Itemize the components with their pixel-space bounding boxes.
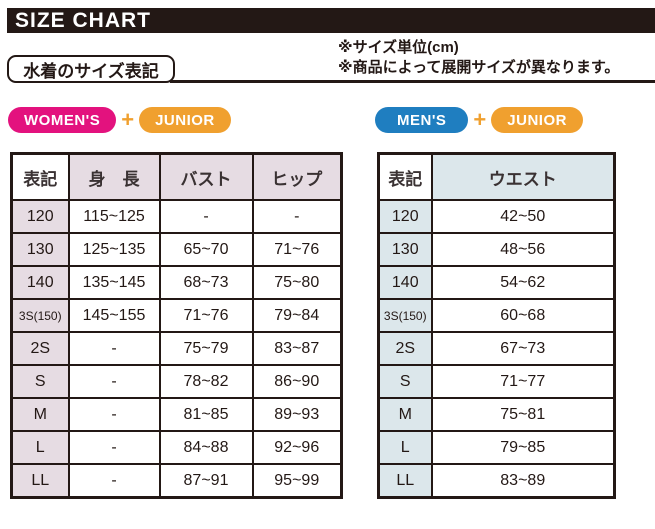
size-label-cell: 130	[10, 232, 70, 267]
measurement-cell: -	[251, 199, 343, 234]
section-divider	[170, 80, 655, 83]
column-header: バスト	[158, 152, 254, 201]
measurement-cell: 86~90	[251, 364, 343, 399]
table-row: S 71~77	[377, 364, 616, 399]
plus-sign: +	[121, 107, 135, 132]
size-label-cell: 130	[377, 232, 433, 267]
column-header: ウエスト	[430, 152, 616, 201]
table-row: L 79~85	[377, 430, 616, 465]
size-label-cell: LL	[377, 463, 433, 499]
measurement-cell: 67~73	[430, 331, 616, 366]
measurement-cell: 60~68	[430, 298, 616, 333]
table-row: 130 125~135 65~70 71~76	[10, 232, 343, 267]
measurement-cell: 54~62	[430, 265, 616, 300]
plus-sign: +	[473, 107, 487, 132]
measurement-cell: 75~79	[158, 331, 254, 366]
size-label-cell: M	[377, 397, 433, 432]
size-label-cell: 3S(150)	[377, 298, 433, 333]
measurement-cell: 83~87	[251, 331, 343, 366]
womens-size-table: 表記身 長バスト ヒップ 120 115~125- -130 125~135 65~70 71…	[10, 152, 343, 499]
size-label-cell: 3S(150)	[10, 298, 70, 333]
table-row: 140 135~145 68~73 75~80	[10, 265, 343, 300]
size-label-cell: 120	[377, 199, 433, 234]
size-label-cell: 140	[377, 265, 433, 300]
size-label-cell: S	[377, 364, 433, 399]
junior-badge: JUNIOR	[139, 107, 231, 133]
table-row: 2S 67~73	[377, 331, 616, 366]
table-row: 3S(150) 145~155 71~76 79~84	[10, 298, 343, 333]
measurement-cell: 95~99	[251, 463, 343, 499]
mens-size-table: 表記 ウエスト 120 42~50 130 48~56 140 54~62 3S(150) 60~…	[377, 152, 616, 499]
size-label-cell: LL	[10, 463, 70, 499]
table-row: L -84~88 92~96	[10, 430, 343, 465]
table-row: 140 54~62	[377, 265, 616, 300]
column-header: 身 長	[67, 152, 161, 201]
measurement-cell: -	[67, 397, 161, 432]
table-row: 120 42~50	[377, 199, 616, 234]
column-header: 表記	[10, 152, 70, 201]
measurement-cell: 135~145	[67, 265, 161, 300]
measurement-cell: 78~82	[158, 364, 254, 399]
measurement-cell: 83~89	[430, 463, 616, 499]
mens-badge: MEN'S	[375, 107, 469, 133]
size-label-cell: 120	[10, 199, 70, 234]
table-row: 3S(150) 60~68	[377, 298, 616, 333]
measurement-cell: 79~85	[430, 430, 616, 465]
table-row: 2S -75~79 83~87	[10, 331, 343, 366]
measurement-cell: 81~85	[158, 397, 254, 432]
header-row: 表記身 長バスト ヒップ	[10, 152, 343, 201]
measurement-cell: 115~125	[67, 199, 161, 234]
junior-badge: JUNIOR	[491, 107, 583, 133]
measurement-cell: 48~56	[430, 232, 616, 267]
measurement-cell: 75~81	[430, 397, 616, 432]
page-title: SIZE CHART	[15, 8, 151, 32]
measurement-cell: -	[67, 430, 161, 465]
note-availability: ※商品によって展開サイズが異なります。	[338, 59, 620, 76]
measurement-cell: 87~91	[158, 463, 254, 499]
measurement-cell: 145~155	[67, 298, 161, 333]
measurement-cell: 65~70	[158, 232, 254, 267]
measurement-cell: 42~50	[430, 199, 616, 234]
measurement-cell: 71~76	[158, 298, 254, 333]
column-header: ヒップ	[251, 152, 343, 201]
section-label-box: 水着のサイズ表記	[7, 55, 175, 83]
header-row: 表記 ウエスト	[377, 152, 616, 201]
size-notes: ※サイズ単位(cm) ※商品によって展開サイズが異なります。	[338, 38, 653, 78]
size-label-cell: S	[10, 364, 70, 399]
measurement-cell: -	[67, 364, 161, 399]
table-row: LL 83~89	[377, 463, 616, 499]
womens-badge-group: WOMEN'S + JUNIOR	[8, 107, 231, 133]
table-row: S -78~82 86~90	[10, 364, 343, 399]
size-label-cell: 140	[10, 265, 70, 300]
measurement-cell: 92~96	[251, 430, 343, 465]
size-label-cell: 2S	[10, 331, 70, 366]
note-unit: ※サイズ単位(cm)	[338, 39, 459, 56]
table-row: M -81~85 89~93	[10, 397, 343, 432]
measurement-cell: -	[67, 331, 161, 366]
size-label-cell: M	[10, 397, 70, 432]
table-row: 120 115~125- -	[10, 199, 343, 234]
measurement-cell: 79~84	[251, 298, 343, 333]
table-row: 130 48~56	[377, 232, 616, 267]
table-row: LL -87~91 95~99	[10, 463, 343, 499]
size-label-cell: L	[10, 430, 70, 465]
measurement-cell: 125~135	[67, 232, 161, 267]
measurement-cell: 71~77	[430, 364, 616, 399]
measurement-cell: 71~76	[251, 232, 343, 267]
measurement-cell: 89~93	[251, 397, 343, 432]
womens-badge: WOMEN'S	[8, 107, 117, 133]
measurement-cell: 75~80	[251, 265, 343, 300]
section-label: 水着のサイズ表記	[23, 61, 159, 81]
measurement-cell: -	[67, 463, 161, 499]
size-label-cell: L	[377, 430, 433, 465]
table-row: M 75~81	[377, 397, 616, 432]
measurement-cell: -	[158, 199, 254, 234]
size-chart-banner: SIZE CHART	[7, 8, 655, 33]
mens-badge-group: MEN'S + JUNIOR	[375, 107, 583, 133]
measurement-cell: 68~73	[158, 265, 254, 300]
size-label-cell: 2S	[377, 331, 433, 366]
measurement-cell: 84~88	[158, 430, 254, 465]
column-header: 表記	[377, 152, 433, 201]
